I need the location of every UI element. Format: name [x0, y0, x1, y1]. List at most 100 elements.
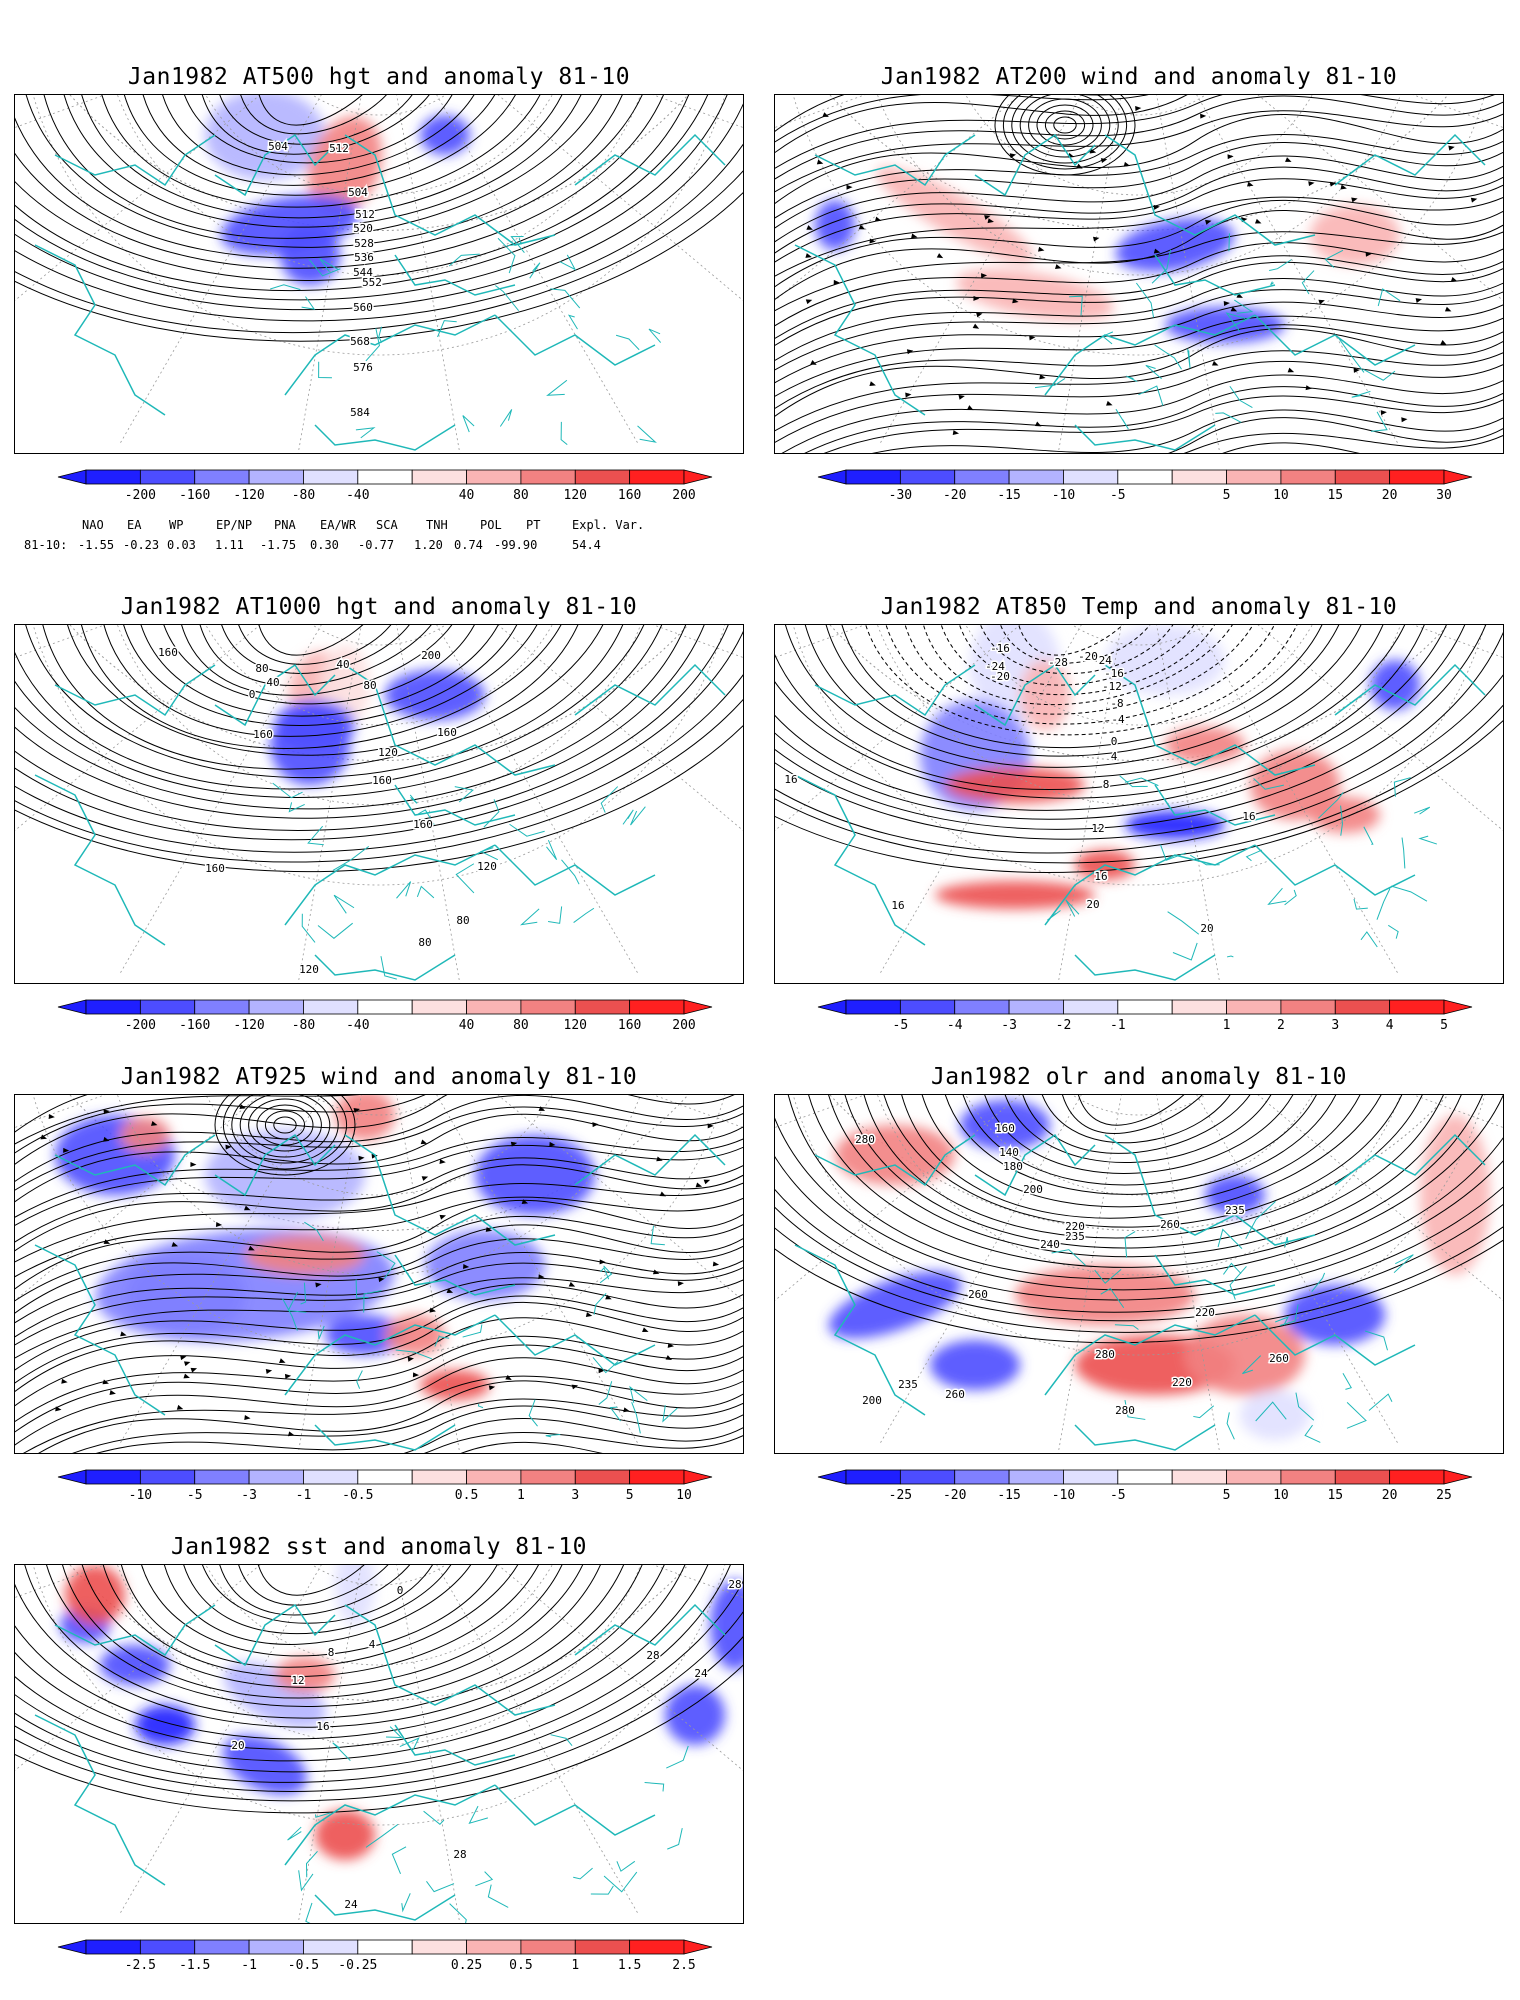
meridian-line [878, 95, 1140, 446]
colorbar-swatch [139, 1939, 196, 1955]
negative-anomaly-area [335, 1565, 375, 1625]
streamline [15, 1418, 743, 1453]
streamline [15, 1238, 743, 1330]
colorbar-swatch [1334, 469, 1391, 485]
contour-line [255, 95, 380, 126]
contour-label: 260 [1160, 1218, 1180, 1231]
flow-arrow [239, 1104, 246, 1109]
flow-arrow [1470, 197, 1478, 203]
flow-arrow [190, 1367, 198, 1373]
contour-label: 160 [205, 862, 225, 875]
contour-label: 80 [363, 679, 376, 692]
streamline [775, 114, 1503, 212]
flow-arrow [549, 1141, 556, 1147]
colorbar-swatch [520, 1469, 576, 1485]
country-border [1160, 844, 1186, 861]
colorbar-swatch [574, 1939, 631, 1955]
colorbar-arrow-high [683, 1469, 713, 1485]
flow-arrow [976, 312, 983, 318]
country-border [1253, 778, 1284, 790]
positive-anomaly-area [945, 767, 1085, 803]
contour-line [775, 625, 1503, 840]
country-border [391, 1846, 407, 1874]
country-border [529, 262, 541, 279]
colorbar-svg [57, 1469, 713, 1485]
contour-label: 16 [784, 773, 797, 786]
map-plot [774, 94, 1504, 454]
country-border [1401, 837, 1406, 869]
coastline [974, 663, 1096, 727]
colorbar-tick-label: 1 [516, 1488, 525, 1503]
streamline [15, 1283, 743, 1378]
contour-label: -4 [1111, 713, 1125, 726]
colorbar: -200 -160 -120 -80 -40 40 80 120 160 200 [57, 469, 713, 504]
colorbar: -200 -160 -120 -80 -40 40 80 120 160 200 [57, 999, 713, 1034]
flow-arrow [1401, 417, 1408, 423]
contour-label: 528 [354, 237, 374, 250]
streamline [15, 1095, 743, 1150]
colorbar-swatch [303, 469, 359, 485]
flow-arrow [656, 1156, 663, 1162]
country-border [630, 806, 646, 826]
contour-line [76, 625, 571, 749]
colorbar-swatch [194, 469, 250, 485]
contour-line [15, 95, 743, 322]
coastline [1254, 1314, 1416, 1366]
coastline [284, 1314, 496, 1396]
streamline-vortex [1011, 95, 1119, 164]
country-border [301, 913, 316, 943]
colorbar-swatch [248, 1939, 304, 1955]
streamline [775, 261, 1503, 353]
streamline-vortex [222, 1095, 348, 1170]
colorbar-tick-label: 25 [1436, 1488, 1452, 1503]
flow-arrow [315, 1282, 322, 1288]
streamline [15, 1113, 743, 1210]
flow-arrow [538, 1274, 545, 1280]
colorbar-tick-label: -10 [1051, 488, 1076, 503]
colorbar-arrow-low [57, 999, 87, 1015]
colorbar-tick-label: 5 [1222, 488, 1231, 503]
graticule [15, 95, 743, 453]
colorbar-swatch [194, 999, 250, 1015]
contour-line [780, 625, 1391, 779]
country-border [1138, 385, 1164, 406]
streamline-vortex [231, 1095, 339, 1164]
contour-label: 520 [353, 222, 373, 235]
streamline [15, 1273, 743, 1365]
streamline-vortex [1053, 116, 1077, 134]
colorbar-tick-label: -1 [241, 1958, 257, 1973]
streamline [15, 1191, 743, 1283]
coastline [1254, 314, 1416, 366]
negative-anomaly-area [220, 194, 360, 256]
contour-line [783, 1095, 1503, 1280]
contour-label: 120 [299, 963, 319, 976]
colorbar-tick-label: 1 [571, 1958, 580, 1973]
colorbar-swatch [139, 999, 196, 1015]
contour-label: 4 [1111, 750, 1118, 763]
contour-line [214, 95, 423, 145]
country-border [305, 1851, 318, 1878]
meridian-line [1138, 95, 1230, 453]
flow-arrow [805, 299, 813, 305]
streamline [775, 166, 1503, 261]
flow-arrow [1247, 181, 1254, 187]
negative-anomaly-area [1240, 1390, 1310, 1440]
flow-arrow [585, 1312, 593, 1318]
contour-line [15, 95, 651, 259]
country-border [1393, 1254, 1414, 1274]
colorbar-swatch [1117, 469, 1173, 485]
flow-arrow [429, 1307, 436, 1313]
coastline [1104, 134, 1316, 246]
contour-line [999, 1095, 1280, 1163]
flow-arrow [1448, 145, 1455, 151]
country-border [1388, 924, 1399, 939]
country-border [650, 1225, 665, 1246]
streamline-vortex [1044, 110, 1086, 140]
country-border [409, 794, 418, 804]
contour-label: 240 [1040, 1238, 1060, 1251]
flow-arrow [1034, 421, 1042, 427]
flow-arrow [703, 1179, 711, 1185]
contour-line [775, 1095, 1503, 1333]
contour-line [15, 95, 716, 292]
country-border [1324, 249, 1344, 268]
